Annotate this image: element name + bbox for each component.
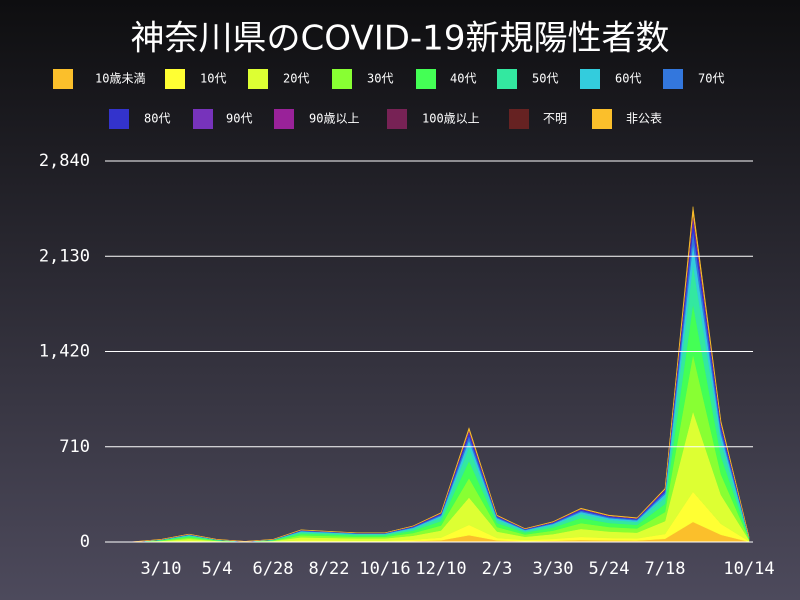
y-tick-label: 2,840 <box>39 151 90 171</box>
legend-swatch <box>663 69 683 89</box>
legend-swatch <box>387 109 407 129</box>
legend-label: 不明 <box>543 112 567 126</box>
legend-swatch <box>248 69 268 89</box>
y-tick-label: 2,130 <box>39 246 90 266</box>
x-tick-label: 10/16 <box>359 559 410 579</box>
legend-label: 60代 <box>615 72 641 86</box>
x-tick-label: 8/22 <box>309 559 350 579</box>
legend-swatch <box>193 109 213 129</box>
legend-label: 70代 <box>698 72 724 86</box>
legend-swatch <box>53 69 73 89</box>
legend-label: 10代 <box>200 72 226 86</box>
legend-swatch <box>274 109 294 129</box>
legend-label: 非公表 <box>626 112 662 126</box>
x-tick-label: 3/30 <box>533 559 574 579</box>
y-tick-label: 710 <box>59 437 90 457</box>
legend-swatch <box>416 69 436 89</box>
y-tick-label: 1,420 <box>39 342 90 362</box>
legend-swatch <box>592 109 612 129</box>
legend-swatch <box>580 69 600 89</box>
x-tick-label: 5/4 <box>202 559 233 579</box>
legend-swatch <box>109 109 129 129</box>
legend-label: 40代 <box>450 72 476 86</box>
legend-label: 100歳以上 <box>422 112 480 126</box>
legend-label: 90歳以上 <box>309 112 359 126</box>
x-tick-label: 12/10 <box>415 559 466 579</box>
legend-label: 20代 <box>283 72 309 86</box>
legend-label: 10歳未満 <box>95 72 145 86</box>
y-tick-label: 0 <box>80 532 90 552</box>
legend-label: 80代 <box>144 112 170 126</box>
x-tick-label: 3/10 <box>141 559 182 579</box>
legend-swatch <box>332 69 352 89</box>
x-tick-label: 10/14 <box>723 559 774 579</box>
legend-label: 50代 <box>532 72 558 86</box>
x-tick-label: 7/18 <box>645 559 686 579</box>
area <box>104 206 750 543</box>
chart-title: 神奈川県のCOVID-19新規陽性者数 <box>131 19 670 59</box>
legend-label: 90代 <box>226 112 252 126</box>
x-tick-label: 6/28 <box>253 559 294 579</box>
legend-swatch <box>497 69 517 89</box>
legend-swatch <box>509 109 529 129</box>
x-tick-label: 5/24 <box>589 559 630 579</box>
legend-swatch <box>165 69 185 89</box>
legend-label: 30代 <box>367 72 393 86</box>
x-tick-label: 2/3 <box>482 559 513 579</box>
